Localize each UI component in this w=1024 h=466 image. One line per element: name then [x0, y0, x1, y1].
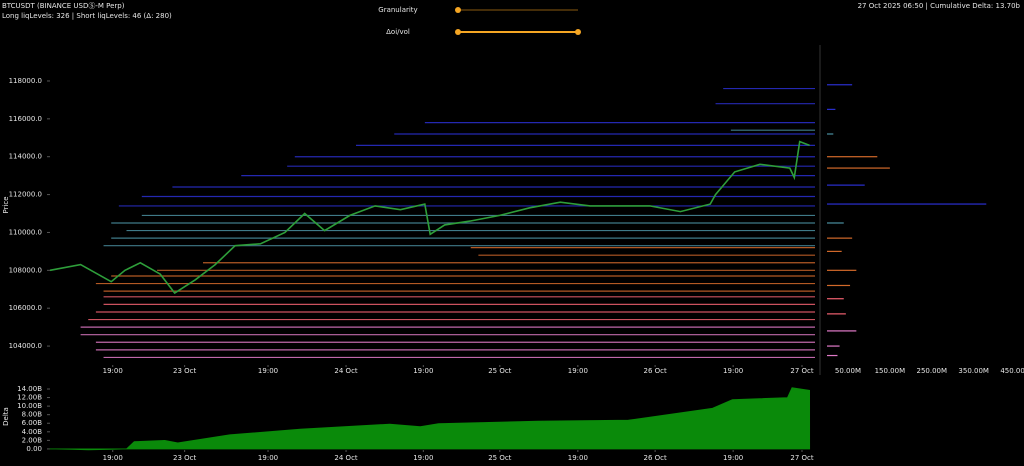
control-label: Δoi/vol [386, 28, 410, 36]
y-tick-label: 108000.0 [9, 266, 42, 274]
y-tick-label: 110000.0 [9, 228, 42, 236]
y-tick-label: 104000.0 [9, 342, 42, 350]
profile-bar [827, 330, 857, 332]
profile-bar [827, 354, 838, 357]
y-tick-label: 112000.0 [9, 191, 42, 199]
slider-knob[interactable] [455, 29, 461, 35]
x-tick-label: 19:00 [568, 367, 588, 375]
x-tick-label: 19:00 [723, 454, 743, 462]
control-label: Granularity [378, 6, 417, 14]
profile-bar [827, 184, 865, 186]
profile-bar [827, 84, 853, 86]
y-tick-label: 118000.0 [9, 77, 42, 85]
price-line [49, 140, 810, 295]
x-tick-label: 26 Oct [643, 454, 666, 462]
profile-bar [827, 222, 844, 224]
y-axis-label: Price [2, 196, 10, 213]
profile-bar [827, 156, 878, 158]
y-tick-label: 6.00B [22, 419, 43, 427]
y-tick-label: 12.00B [17, 394, 42, 402]
x-tick-label: 19:00 [258, 454, 278, 462]
y-tick-label: 14.00B [17, 385, 42, 393]
delta-area [49, 387, 811, 451]
x-tick-label: 50.00M [835, 367, 861, 375]
y-tick-label: 8.00B [22, 411, 43, 419]
status-info: 27 Oct 2025 06:50 | Cumulative Delta: 13… [858, 2, 1021, 10]
profile-bar [827, 313, 846, 315]
profile-bar [827, 284, 851, 287]
x-tick-label: 24 Oct [334, 367, 357, 375]
x-tick-label: 24 Oct [334, 454, 357, 462]
profile-bar [827, 133, 834, 135]
x-tick-label: 19:00 [568, 454, 588, 462]
x-tick-label: 23 Oct [173, 367, 196, 375]
y-tick-label: 10.00B [17, 402, 42, 410]
levels-info: Long liqLevels: 326 | Short liqLevels: 4… [2, 12, 172, 20]
y-tick-label: 114000.0 [9, 153, 42, 161]
profile-bar [827, 203, 987, 205]
y-tick-label: 106000.0 [9, 304, 42, 312]
profile-bar [827, 345, 840, 347]
x-tick-label: 19:00 [723, 367, 743, 375]
y-tick-label: 0.00 [26, 445, 42, 453]
y-tick-label: 2.00B [22, 436, 43, 444]
x-tick-label: 25 Oct [488, 454, 511, 462]
x-tick-label: 19:00 [413, 367, 433, 375]
slider-knob[interactable] [455, 7, 461, 13]
slider-knob[interactable] [575, 29, 581, 35]
x-tick-label: 25 Oct [488, 367, 511, 375]
profile-bar [827, 237, 853, 239]
x-tick-label: 250.00M [917, 367, 948, 375]
x-tick-label: 19:00 [103, 454, 123, 462]
profile-bar [827, 298, 844, 300]
profile-bar [827, 269, 857, 271]
x-tick-label: 19:00 [103, 367, 123, 375]
x-tick-label: 450.00M [1000, 367, 1024, 375]
x-tick-label: 19:00 [258, 367, 278, 375]
y-axis-label: Delta [2, 407, 10, 426]
x-tick-label: 27 Oct [790, 367, 813, 375]
y-tick-label: 116000.0 [9, 115, 42, 123]
symbol-title: BTCUSDT (BINANCE USDⓈ-M Perp) [2, 2, 125, 10]
x-tick-label: 27 Oct [790, 454, 813, 462]
profile-bar [827, 167, 890, 169]
x-tick-label: 19:00 [413, 454, 433, 462]
y-tick-label: 4.00B [22, 428, 43, 436]
profile-bar [827, 108, 836, 110]
x-tick-label: 23 Oct [173, 454, 196, 462]
profile-bar [827, 250, 842, 252]
x-tick-label: 26 Oct [643, 367, 666, 375]
x-tick-label: 150.00M [875, 367, 906, 375]
x-tick-label: 350.00M [958, 367, 989, 375]
